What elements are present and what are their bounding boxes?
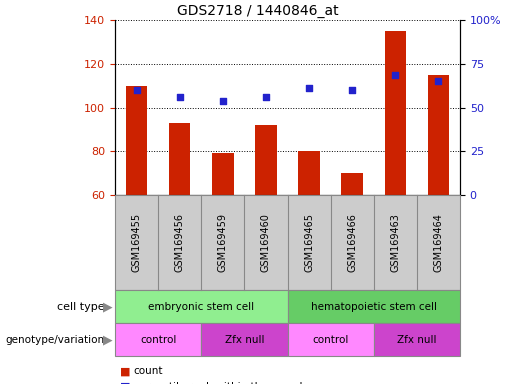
Bar	[385, 31, 406, 195]
Point	[434, 78, 442, 84]
Point	[305, 85, 313, 91]
Bar	[427, 74, 449, 195]
Text: Zfx null: Zfx null	[225, 334, 264, 344]
Point	[391, 71, 400, 78]
Text: GSM169463: GSM169463	[390, 213, 400, 272]
Point	[132, 87, 141, 93]
Text: GSM169465: GSM169465	[304, 213, 314, 272]
Text: ▶: ▶	[103, 333, 112, 346]
Text: GSM169456: GSM169456	[175, 213, 185, 272]
Bar	[169, 123, 191, 195]
Bar	[298, 151, 320, 195]
Text: GSM169455: GSM169455	[131, 213, 142, 272]
Point	[262, 93, 270, 99]
Text: count: count	[133, 366, 163, 376]
Bar	[212, 154, 234, 195]
Text: GSM169466: GSM169466	[347, 213, 357, 272]
Point	[176, 93, 184, 99]
Text: genotype/variation: genotype/variation	[6, 334, 105, 344]
Point	[348, 87, 356, 93]
Text: cell type: cell type	[57, 301, 105, 311]
Text: ■: ■	[120, 382, 131, 384]
Text: GSM169459: GSM169459	[218, 213, 228, 272]
Point	[219, 98, 227, 104]
Text: ■: ■	[120, 366, 131, 376]
Text: GDS2718 / 1440846_at: GDS2718 / 1440846_at	[177, 4, 338, 18]
Text: GSM169464: GSM169464	[434, 213, 443, 272]
Text: ▶: ▶	[103, 300, 112, 313]
Text: hematopoietic stem cell: hematopoietic stem cell	[311, 301, 437, 311]
Bar	[341, 173, 363, 195]
Text: control: control	[313, 334, 349, 344]
Bar	[255, 125, 277, 195]
Text: embryonic stem cell: embryonic stem cell	[148, 301, 254, 311]
Text: Zfx null: Zfx null	[397, 334, 437, 344]
Text: control: control	[140, 334, 176, 344]
Bar	[126, 86, 147, 195]
Text: GSM169460: GSM169460	[261, 213, 271, 272]
Text: percentile rank within the sample: percentile rank within the sample	[133, 382, 309, 384]
